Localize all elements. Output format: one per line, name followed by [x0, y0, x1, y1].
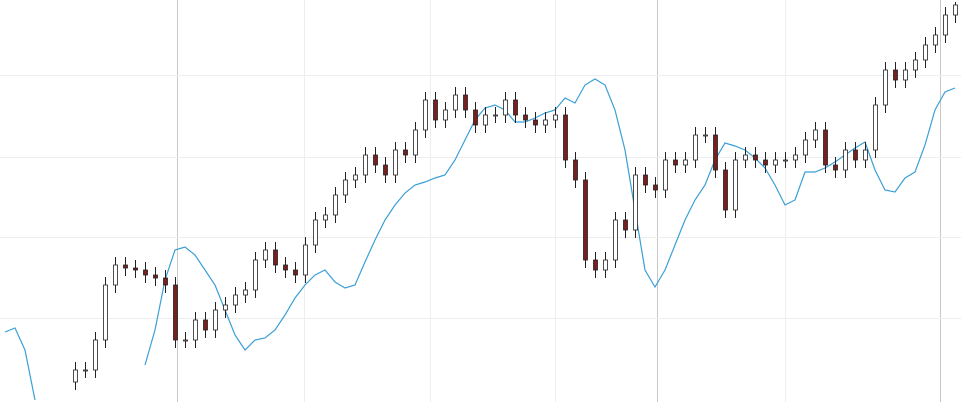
candle-body: [813, 129, 818, 141]
candle-body: [683, 159, 688, 166]
candle-body: [833, 164, 838, 171]
candle-body: [633, 174, 638, 231]
candle-body: [313, 219, 318, 246]
candle-body: [133, 267, 138, 271]
candle-body: [93, 339, 98, 371]
candle-body: [703, 134, 708, 137]
candle-body: [483, 114, 488, 126]
candle-body: [503, 99, 508, 116]
candle-body: [673, 159, 678, 166]
candle-body: [73, 369, 78, 383]
candle-body: [123, 264, 128, 269]
candle-body: [953, 4, 958, 16]
candle-body: [413, 129, 418, 156]
candle-body: [553, 114, 558, 121]
candle-body: [243, 289, 248, 296]
candle-body: [743, 154, 748, 161]
candle-body: [233, 294, 238, 306]
candle-body: [713, 134, 718, 171]
candle-body: [763, 159, 768, 166]
candle-body: [393, 149, 398, 176]
candle-body: [883, 69, 888, 106]
candle-body: [453, 94, 458, 111]
indicator-line: [4, 78, 956, 401]
candle-body: [173, 284, 178, 341]
candle-body: [403, 149, 408, 156]
vertical-grid: [177, 0, 941, 402]
candle-body: [513, 99, 518, 116]
candle-body: [843, 149, 848, 171]
candle-body: [183, 339, 188, 342]
candle-body: [473, 109, 478, 126]
candle-body: [203, 319, 208, 331]
candle-body: [273, 249, 278, 266]
candle-body: [753, 154, 758, 161]
candle-body: [613, 219, 618, 261]
candle-body: [303, 244, 308, 276]
candle-body: [783, 159, 788, 162]
candle-body: [83, 369, 88, 372]
candle-body: [873, 104, 878, 151]
candle-body: [423, 99, 428, 131]
candle-body: [293, 269, 298, 276]
candle-body: [723, 169, 728, 211]
candle-body: [223, 304, 228, 311]
candle-body: [493, 114, 498, 117]
candle-body: [773, 159, 778, 166]
candle-body: [733, 159, 738, 211]
candle-body: [913, 59, 918, 71]
candle-body: [803, 139, 808, 156]
candle-body: [543, 119, 548, 126]
candle-body: [893, 69, 898, 81]
candle-body: [593, 259, 598, 271]
candle-body: [103, 284, 108, 341]
candle-body: [213, 309, 218, 331]
candle-body: [143, 269, 148, 276]
candle-body: [113, 264, 118, 286]
candle-body: [793, 154, 798, 161]
candle-body: [163, 277, 168, 286]
candle-body: [353, 174, 358, 181]
candle-body: [863, 149, 868, 161]
candle-body: [153, 274, 158, 279]
candle-body: [373, 154, 378, 166]
candle-body: [573, 159, 578, 181]
candle-body: [343, 179, 348, 196]
candle-body: [323, 214, 328, 221]
candle-body: [853, 149, 858, 161]
candle-body: [663, 159, 668, 191]
candle-body: [943, 14, 948, 36]
candle-body: [583, 179, 588, 261]
candle-body: [623, 219, 628, 231]
candle-body: [643, 174, 648, 186]
candle-body: [333, 194, 338, 216]
candle-body: [693, 134, 698, 161]
candle-body: [283, 264, 288, 271]
candle-body: [533, 119, 538, 126]
candle-body: [253, 259, 258, 291]
candle-body: [563, 114, 568, 161]
candle-body: [363, 154, 368, 176]
candle-body: [823, 129, 828, 166]
candle-body: [263, 249, 268, 261]
candle-body: [603, 259, 608, 271]
candle-body: [383, 164, 388, 176]
candle-body: [903, 69, 908, 81]
candle-body: [463, 94, 468, 111]
candle-body: [523, 114, 528, 121]
candle-body: [193, 319, 198, 341]
candle-body: [433, 99, 438, 121]
candle-body: [923, 44, 928, 61]
candle-body: [653, 184, 658, 191]
candle-body: [933, 34, 938, 46]
candle-body: [443, 109, 448, 121]
